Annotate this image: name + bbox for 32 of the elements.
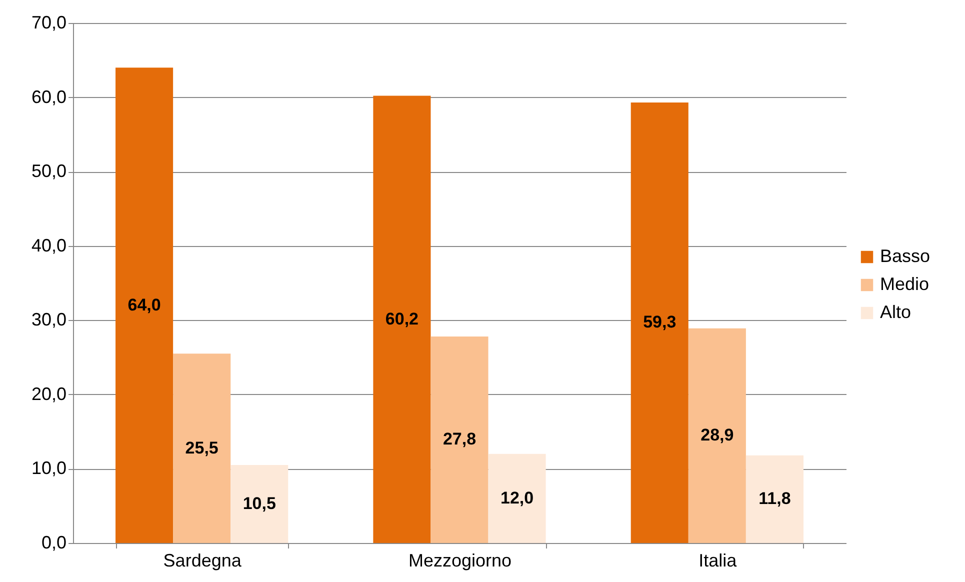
y-tick-label: 60,0 [31,86,66,107]
y-tick-label: 50,0 [31,161,66,182]
bar [630,102,688,543]
data-label: 25,5 [185,438,218,458]
data-label: 59,3 [643,312,676,332]
y-tick-label: 40,0 [31,235,66,256]
y-tick-label: 30,0 [31,310,66,330]
x-tick-label: Mezzogiorno [408,550,512,570]
bar [230,465,288,543]
data-label: 60,2 [385,309,418,328]
y-tick-label: 10,0 [31,458,66,478]
x-tick-label: Italia [698,550,738,570]
x-tick-label: Sardegna [163,550,242,570]
y-tick-label: 0,0 [41,532,66,552]
legend-label: Medio [880,274,930,294]
bar [688,328,746,543]
legend-label: Basso [880,246,930,266]
bar [173,354,231,543]
bar [373,96,431,543]
legend-label: Alto [880,302,912,322]
data-label: 27,8 [442,430,476,449]
data-label: 12,0 [500,488,534,508]
data-label: 10,5 [242,494,276,513]
data-label: 64,0 [128,295,161,314]
bar [488,454,546,543]
bar [746,455,804,543]
bar [430,336,488,543]
y-tick-label: 20,0 [31,384,66,404]
bar [116,68,174,543]
y-tick-label: 70,0 [31,12,66,32]
data-label: 11,8 [758,489,791,508]
data-label: 28,9 [700,426,734,445]
